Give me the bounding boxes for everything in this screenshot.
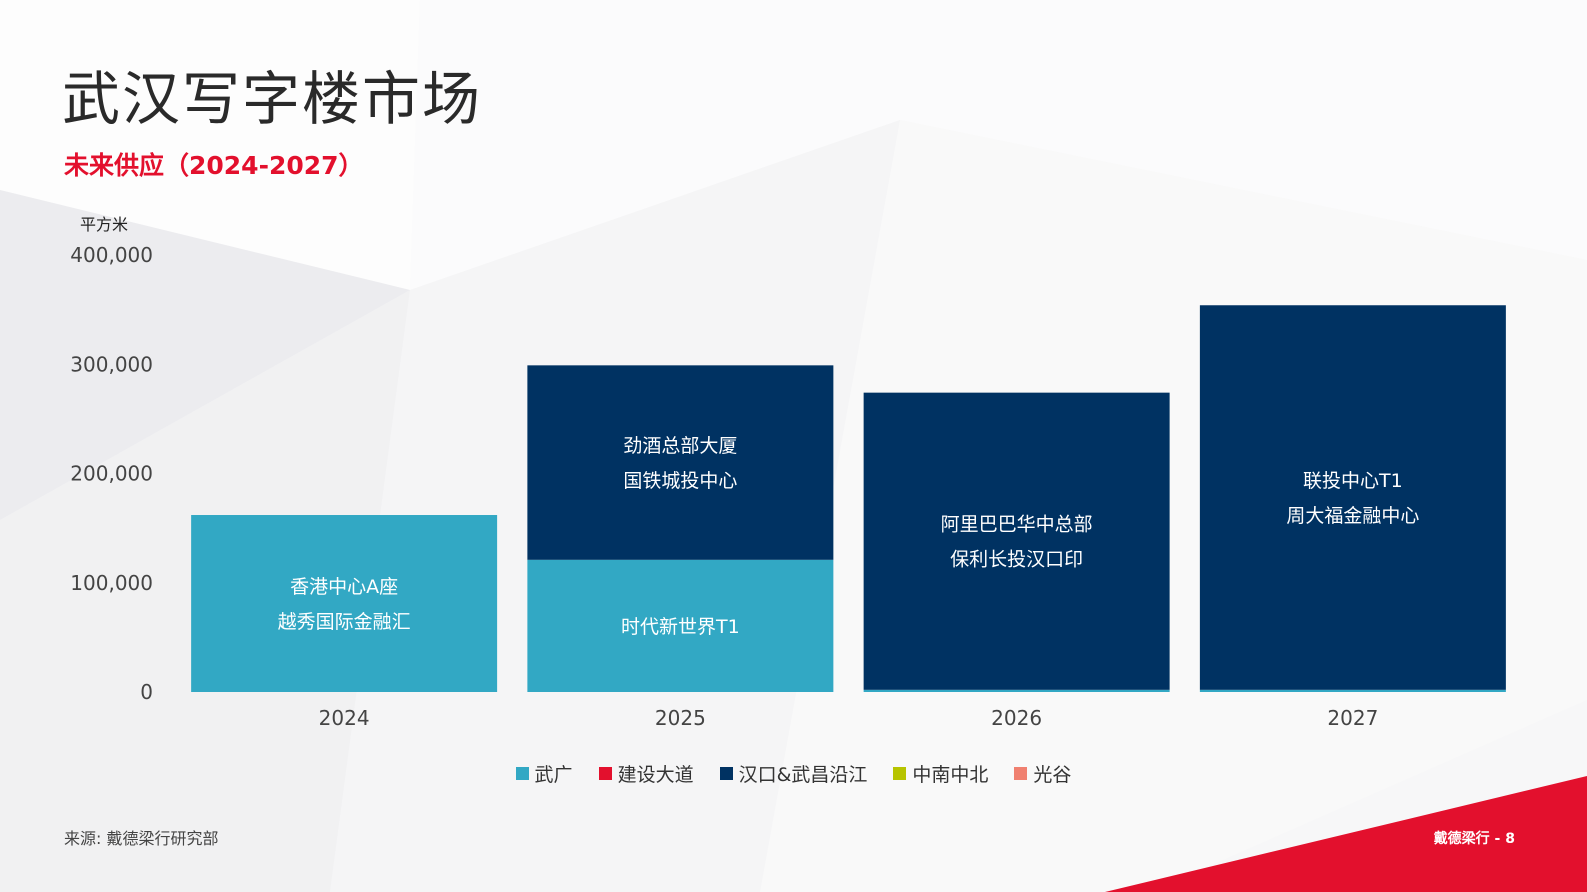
y-tick-label: 100,000 [70, 571, 153, 595]
legend-swatch [893, 767, 907, 780]
page-title: 武汉写字楼市场 [62, 65, 483, 133]
legend-label: 光谷 [1033, 764, 1072, 786]
bar-2025-武广 [527, 559, 834, 692]
x-tick-label: 2024 [319, 706, 370, 730]
bar-annotation-label: 保利长投汉口印 [950, 549, 1083, 571]
y-tick-label: 0 [140, 680, 153, 704]
legend-swatch [515, 767, 529, 780]
legend-swatch [598, 767, 612, 780]
bar-annotation-label: 联投中心T1 [1303, 470, 1403, 492]
y-tick-label: 300,000 [70, 352, 153, 376]
bar-annotation-label: 劲酒总部大厦 [623, 435, 737, 457]
bar-2027-汉口&武昌沿江 [1199, 305, 1506, 690]
legend-item: 建设大道 [598, 760, 694, 787]
legend-item: 光谷 [1014, 760, 1071, 787]
bar-annotation-label: 越秀国际金融汇 [278, 611, 411, 633]
chart-legend: 武广 建设大道 汉口&武昌沿江 中南中北 光谷 [0, 760, 1587, 787]
page-subtitle: 未来供应（2024-2027） [64, 151, 364, 180]
x-tick-label: 2025 [655, 706, 706, 730]
bar-2027-武广 [1199, 689, 1506, 692]
footer-brand-page-number: 戴德梁行 - 8 [1433, 831, 1515, 847]
bar-2026-汉口&武昌沿江 [863, 392, 1170, 690]
bar-2025-汉口&武昌沿江 [527, 365, 834, 560]
legend-item: 武广 [515, 760, 573, 787]
legend-label: 汉口&武昌沿江 [738, 764, 868, 786]
legend-label: 中南中北 [912, 764, 989, 786]
bar-annotation-label: 周大福金融中心 [1286, 505, 1419, 527]
bar-annotation-label: 时代新世界T1 [621, 616, 740, 638]
y-tick-label: 200,000 [70, 462, 153, 486]
red-corner-decoration [1105, 776, 1587, 892]
legend-swatch [1014, 767, 1028, 780]
legend-label: 武广 [534, 764, 573, 786]
bar-annotation-label: 国铁城投中心 [623, 470, 737, 492]
x-tick-label: 2027 [1327, 706, 1378, 730]
legend-swatch [719, 767, 733, 780]
legend-item: 汉口&武昌沿江 [719, 760, 868, 787]
source-note: 来源: 戴德梁行研究部 [64, 829, 219, 848]
bar-annotation-label: 香港中心A座 [290, 576, 398, 598]
x-tick-label: 2026 [991, 706, 1042, 730]
bar-2026-武广 [863, 689, 1170, 692]
y-tick-label: 400,000 [70, 243, 153, 267]
legend-label: 建设大道 [617, 764, 694, 786]
legend-item: 中南中北 [893, 760, 988, 787]
bar-annotation-label: 阿里巴巴华中总部 [941, 514, 1093, 536]
y-axis-unit-label: 平方米 [80, 215, 129, 234]
bar-2024-武广 [191, 515, 498, 692]
